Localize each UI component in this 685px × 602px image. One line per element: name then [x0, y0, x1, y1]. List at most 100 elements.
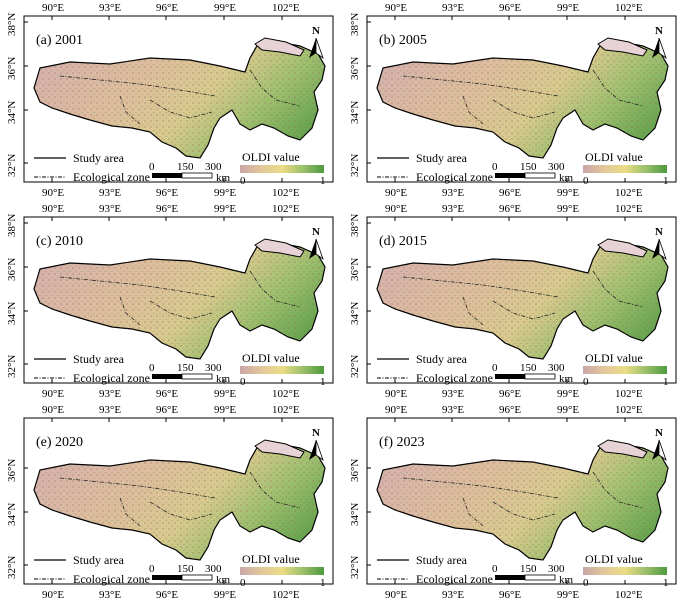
lat-label: 32°N: [349, 154, 361, 177]
scalebar-tick-label: 0: [492, 362, 498, 374]
lon-label-top: 93°E: [99, 2, 121, 14]
ecological-zone-boundary: [149, 300, 213, 320]
lat-label: 38°N: [349, 214, 361, 237]
lat-label: 36°N: [6, 258, 18, 281]
colorbar: [240, 366, 324, 374]
lat-label: 36°N: [349, 258, 361, 281]
lon-label-top: 93°E: [442, 404, 464, 416]
colorbar-max: 1: [663, 376, 669, 388]
colorbar-min: 0: [240, 175, 246, 187]
colorbar-title: OLDI value: [585, 150, 643, 164]
lon-label-bottom: 102°E: [272, 589, 300, 601]
lon-label-top: 90°E: [385, 203, 407, 215]
lon-label-bottom: 93°E: [99, 388, 121, 400]
scalebar-unit: km: [559, 172, 574, 184]
map-panel: 90°E 90°E 93°E 93°E 96°E 96°E 99°E 99°E 102°E 102…: [343, 402, 685, 602]
colorbar-min: 0: [240, 577, 246, 589]
map-panel: 90°E 90°E 93°E 93°E 96°E 96°E 99°E 99°E 102°E 102…: [0, 201, 342, 401]
legend-eco-zone-label: Ecological zone: [416, 170, 493, 184]
scalebar-tick-label: 150: [177, 362, 194, 374]
lon-label-bottom: 99°E: [214, 388, 236, 400]
scalebar-tick-label: 150: [520, 362, 537, 374]
lon-label-top: 99°E: [557, 404, 579, 416]
colorbar: [583, 165, 667, 173]
north-arrow-icon: N: [309, 25, 324, 60]
north-arrow-right: [315, 238, 324, 261]
colorbar: [240, 567, 324, 575]
lon-label-top: 90°E: [42, 203, 64, 215]
lon-label-bottom: 93°E: [99, 187, 121, 199]
ecological-zone-boundary: [249, 69, 301, 107]
lat-label: 38°N: [349, 13, 361, 36]
scalebar-tick-label: 300: [548, 362, 565, 374]
land-texture: [34, 40, 325, 158]
lon-label-top: 93°E: [99, 203, 121, 215]
ecological-zone-boundary: [119, 497, 141, 527]
north-arrow-icon: N: [652, 226, 667, 261]
lon-label-top: 93°E: [442, 203, 464, 215]
colorbar-title: OLDI value: [585, 351, 643, 365]
lon-label-top: 102°E: [615, 203, 643, 215]
lon-label-top: 99°E: [214, 404, 236, 416]
scalebar-tick-label: 300: [205, 563, 222, 575]
scalebar-unit: km: [216, 574, 231, 586]
legend-study-area-label: Study area: [73, 151, 125, 165]
north-label: N: [312, 226, 320, 238]
scalebar-tick-label: 300: [205, 161, 222, 173]
lon-label-top: 99°E: [214, 203, 236, 215]
map-svg: 90°E 90°E 93°E 93°E 96°E 96°E 99°E 99°E 102°E 102…: [349, 2, 677, 199]
legend-eco-zone-label: Ecological zone: [416, 371, 493, 385]
north-arrow-icon: N: [309, 226, 324, 261]
lon-label-bottom: 90°E: [42, 388, 64, 400]
scalebar-white: [181, 373, 213, 380]
north-arrow-right: [315, 37, 324, 60]
land-texture: [34, 442, 325, 560]
colorbar-max: 1: [663, 175, 669, 187]
ecological-zone-boundary: [492, 300, 556, 320]
colorbar-max: 1: [663, 577, 669, 589]
scalebar-tick-label: 0: [149, 563, 155, 575]
lat-label: 32°N: [349, 355, 361, 378]
scalebar-white: [524, 574, 556, 581]
colorbar-title: OLDI value: [242, 351, 300, 365]
lon-label-bottom: 93°E: [442, 187, 464, 199]
ecological-zone-boundary: [592, 69, 644, 107]
ecological-zone-boundary: [402, 477, 559, 499]
colorbar-title: OLDI value: [242, 552, 300, 566]
scalebar-unit: km: [216, 373, 231, 385]
north-arrow-left: [309, 38, 316, 58]
scalebar-black: [152, 575, 182, 580]
ecological-zone-boundary: [149, 99, 213, 119]
lat-label: 32°N: [6, 556, 18, 579]
scalebar-white: [524, 172, 556, 179]
lon-label-bottom: 102°E: [615, 187, 643, 199]
land-texture: [377, 40, 668, 158]
scalebar-tick-label: 300: [548, 563, 565, 575]
north-arrow-right: [315, 439, 324, 462]
lon-label-bottom: 96°E: [499, 589, 521, 601]
lon-label-top: 90°E: [42, 404, 64, 416]
north-arrow-icon: N: [652, 427, 667, 462]
lon-label-bottom: 96°E: [156, 388, 178, 400]
ecological-zone-boundary: [462, 497, 484, 527]
lon-label-bottom: 102°E: [615, 388, 643, 400]
land-texture: [34, 241, 325, 359]
lon-label-top: 102°E: [272, 2, 300, 14]
north-label: N: [312, 25, 320, 37]
map-panel: 90°E 90°E 93°E 93°E 96°E 96°E 99°E 99°E 102°E 102…: [343, 201, 685, 401]
ecological-zone-boundary: [402, 276, 559, 298]
north-arrow-icon: N: [652, 25, 667, 60]
colorbar-title: OLDI value: [242, 150, 300, 164]
north-arrow-right: [658, 238, 667, 261]
map-svg: 90°E 90°E 93°E 93°E 96°E 96°E 99°E 99°E 102°E 102…: [6, 203, 334, 400]
map-svg: 90°E 90°E 93°E 93°E 96°E 96°E 99°E 99°E 102°E 102…: [6, 2, 334, 199]
north-arrow-left: [652, 440, 659, 460]
lon-label-bottom: 93°E: [99, 589, 121, 601]
lon-label-top: 96°E: [156, 2, 178, 14]
lon-label-bottom: 90°E: [42, 589, 64, 601]
lat-label: 34°N: [6, 101, 18, 124]
colorbar-title: OLDI value: [585, 552, 643, 566]
colorbar: [240, 165, 324, 173]
lon-label-top: 96°E: [499, 203, 521, 215]
colorbar: [583, 366, 667, 374]
